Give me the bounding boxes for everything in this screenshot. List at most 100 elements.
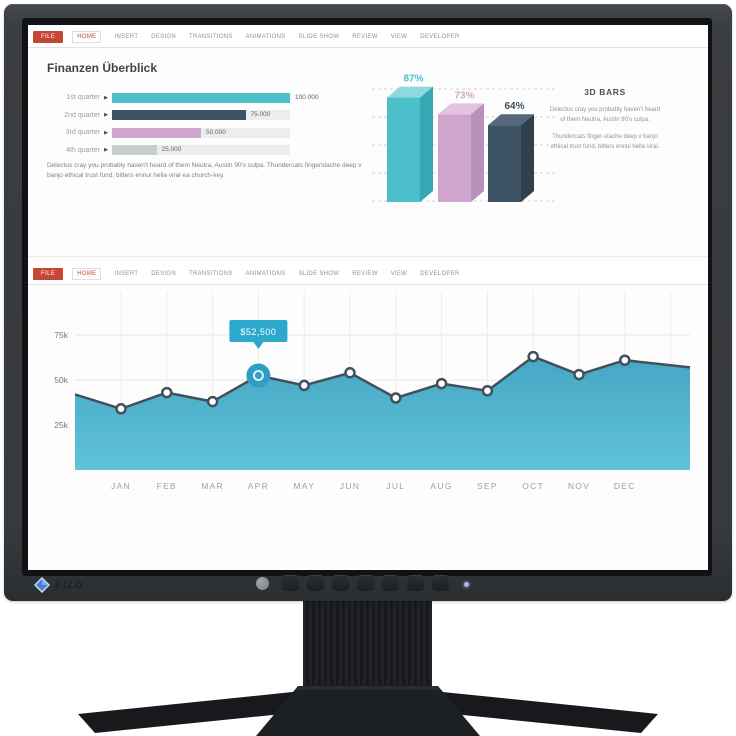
tab-view[interactable]: VIEW: [390, 33, 408, 40]
bar-track: 50.000: [112, 127, 290, 138]
tab-transitions[interactable]: TRANSITIONS: [189, 270, 233, 277]
data-point-sep[interactable]: [481, 385, 494, 397]
tab-file[interactable]: FILE: [33, 267, 64, 280]
tab-animations[interactable]: ANIMATIONS: [245, 33, 286, 40]
bar-4th-quarter: [112, 145, 157, 156]
tab-insert[interactable]: INSERT: [114, 33, 139, 40]
data-point-jan[interactable]: [115, 403, 127, 415]
bar-track: 75.000: [112, 110, 290, 121]
bar-track: 100.000: [112, 92, 319, 103]
quarter-bar-row: 3rd quarter ▶ 50.000: [40, 124, 370, 142]
quarter-label: 1st quarter: [66, 94, 100, 102]
monitor-button-4[interactable]: [357, 575, 374, 591]
play-arrow-icon: ▶: [104, 94, 108, 101]
x-axis-label-aug: AUG: [430, 481, 452, 491]
data-point-jul[interactable]: [390, 392, 402, 404]
monitor-button-2[interactable]: [307, 575, 324, 591]
slide-divider: [28, 256, 708, 257]
three-d-bar-chart: 87% 73% 64%: [372, 74, 558, 202]
tab-insert[interactable]: INSERT: [114, 270, 139, 277]
tooltip: $52,500: [229, 320, 288, 349]
sidebar-paragraph-1: Delectus cray you probably haven't heard…: [549, 107, 661, 123]
power-led: [464, 582, 469, 587]
area-fill: [75, 356, 690, 470]
y-axis-label: 75k: [54, 330, 68, 340]
slide1-sidebar: 3D BARS Delectus cray you probably haven…: [548, 87, 662, 160]
bar-3d-73%: [438, 103, 484, 202]
bar-value-label: 75.000: [250, 111, 271, 119]
trend-line: [74, 355, 691, 411]
quarter-label: 2nd quarter: [64, 111, 100, 119]
quarter-bar-row: 2nd quarter ▶ 75.000: [40, 107, 370, 125]
tab-design[interactable]: DESIGN: [151, 33, 176, 40]
x-axis-label-jan: JAN: [111, 481, 131, 491]
play-arrow-icon: ▶: [104, 112, 108, 119]
tooltip-value: $52,500: [240, 327, 276, 337]
bar-percent-label: 64%: [504, 101, 524, 112]
y-axis-label: 25k: [54, 420, 68, 430]
x-axis-label-jun: JUN: [340, 481, 360, 491]
tab-transitions[interactable]: TRANSITIONS: [189, 33, 233, 40]
slide1-title: Finanzen Überblick: [47, 61, 158, 75]
monthly-area-chart: 75k 50k 25k $52,500 JAN FEB MAR APR MAY JUN JUL AUG…: [54, 291, 691, 491]
tab-home[interactable]: HOME: [72, 30, 102, 43]
tab-developer[interactable]: DEVELOPER: [420, 33, 460, 40]
bar-side-face: [521, 114, 534, 202]
bar-track: 25.000: [112, 145, 290, 156]
play-arrow-icon: ▶: [104, 129, 108, 136]
monitor-button-7[interactable]: [432, 575, 449, 591]
x-axis-label-may: MAY: [293, 481, 315, 491]
data-point-aug[interactable]: [435, 377, 448, 390]
screen: FILE HOME INSERT DESIGN TRANSITIONS ANIMATION…: [28, 25, 708, 570]
x-axis-label-oct: OCT: [522, 481, 544, 491]
monitor-button-3[interactable]: [332, 575, 349, 591]
sidebar-heading: 3D BARS: [584, 87, 626, 97]
bar-3d-64%: [488, 114, 534, 202]
data-point-mar[interactable]: [206, 395, 219, 408]
eizo-brand-text: EIZO: [55, 580, 85, 590]
tab-home[interactable]: HOME: [72, 267, 102, 280]
bar-top-face: [488, 114, 534, 126]
ribbon-top: FILE HOME INSERT DESIGN TRANSITIONS ANIMATION…: [28, 26, 708, 48]
tab-file[interactable]: FILE: [33, 30, 64, 43]
data-point-feb[interactable]: [161, 386, 173, 399]
bar-1st-quarter: [112, 92, 290, 103]
slide1-paragraph: Delectus cray you probably haven't heard…: [47, 162, 362, 180]
x-axis-label-jul: JUL: [386, 481, 405, 491]
bar-front-face: [387, 97, 420, 202]
monitor-button-5[interactable]: [382, 575, 399, 591]
monitor-button-6[interactable]: [407, 575, 424, 591]
tab-design[interactable]: DESIGN: [151, 270, 176, 277]
bar-percent-label: 73%: [454, 90, 474, 101]
bar-2nd-quarter: [112, 110, 246, 121]
bar-top-face: [387, 86, 433, 98]
bar-percent-label: 87%: [403, 74, 423, 85]
tab-animations[interactable]: ANIMATIONS: [245, 270, 286, 277]
quarter-bar-chart: 1st quarter ▶ 100.000 2nd quarter ▶ 75.000 3rd…: [40, 89, 370, 159]
bar-value-label: 100.000: [295, 93, 319, 101]
x-axis-label-feb: FEB: [157, 481, 177, 491]
monitor-button-1[interactable]: [282, 575, 299, 591]
ribbon-bottom: FILE HOME INSERT DESIGN TRANSITIONS ANIMATION…: [28, 263, 708, 285]
tab-developer[interactable]: DEVELOPER: [420, 270, 460, 277]
x-axis-label-mar: MAR: [201, 481, 224, 491]
data-point-dec[interactable]: [619, 354, 631, 366]
highlight-inner-ring: [252, 370, 264, 381]
tab-slide-show[interactable]: SLIDE SHOW: [298, 270, 340, 277]
play-arrow-icon: ▶: [104, 147, 108, 154]
data-point-nov[interactable]: [573, 368, 585, 381]
tab-slide-show[interactable]: SLIDE SHOW: [298, 33, 340, 40]
tab-view[interactable]: VIEW: [390, 270, 408, 277]
bar-top-face: [438, 103, 484, 115]
data-point-oct[interactable]: [527, 350, 539, 363]
tab-review[interactable]: REVIEW: [352, 270, 378, 277]
tab-review[interactable]: REVIEW: [352, 33, 378, 40]
data-point-may[interactable]: [298, 379, 310, 392]
ambient-light-sensor: [256, 577, 269, 590]
data-point-jun[interactable]: [344, 367, 356, 379]
eizo-logo: EIZO: [34, 577, 84, 593]
monitor-stand-base: [78, 686, 658, 736]
highlighted-data-point[interactable]: [246, 363, 271, 388]
y-axis-label: 50k: [54, 375, 68, 385]
sidebar-paragraph-2: Thundercats finger-stache deep v banjo e…: [550, 134, 660, 150]
